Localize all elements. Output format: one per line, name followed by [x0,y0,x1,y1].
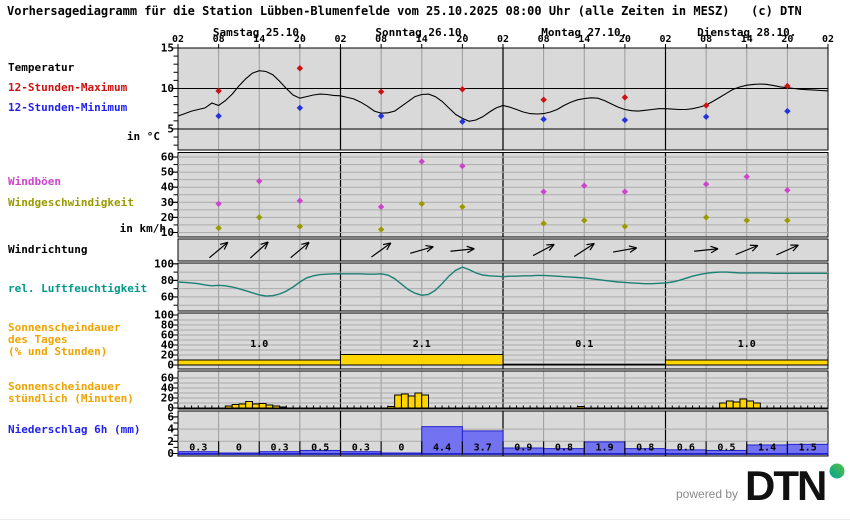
svg-text:Samstag 25.10.: Samstag 25.10. [213,26,306,39]
svg-text:20: 20 [294,34,306,45]
svg-text:20: 20 [619,34,631,45]
svg-text:1.0: 1.0 [738,339,756,350]
svg-text:100: 100 [154,257,174,270]
svg-text:60: 60 [161,151,174,164]
svg-text:60: 60 [161,329,174,342]
svg-text:0: 0 [167,447,174,460]
panel-temperature: 15 10 5 [161,42,829,146]
svg-text:0.1: 0.1 [575,339,593,350]
svg-text:08: 08 [700,34,712,45]
svg-text:100: 100 [154,309,174,322]
svg-text:2: 2 [167,435,174,448]
svg-text:80: 80 [161,319,174,332]
label-wind-gusts: Windböen [8,175,61,188]
svg-text:1.9: 1.9 [596,443,614,454]
svg-text:14: 14 [578,34,590,45]
svg-text:20: 20 [781,34,793,45]
label-12h-minimum: 12-Stunden-Minimum [8,101,128,114]
svg-text:0: 0 [167,359,174,372]
label-sunshine-daily-1: Sonnenscheindauer [8,321,121,334]
svg-text:4.4: 4.4 [433,443,451,454]
svg-text:20: 20 [161,392,174,405]
page-title: Vorhersagediagramm für die Station Lübbe… [7,4,802,18]
svg-text:08: 08 [213,34,225,45]
svg-text:30: 30 [161,196,174,209]
svg-text:40: 40 [161,382,174,395]
svg-text:02: 02 [334,34,346,45]
svg-text:0.3: 0.3 [189,443,207,454]
svg-text:40: 40 [161,339,174,352]
svg-text:14: 14 [416,34,428,45]
svg-text:10: 10 [161,82,174,95]
svg-text:60: 60 [161,372,174,385]
svg-text:0.5: 0.5 [311,443,329,454]
svg-text:1.5: 1.5 [799,443,817,454]
label-temperature: Temperatur [8,61,75,74]
svg-text:0: 0 [236,443,242,454]
svg-text:20: 20 [161,211,174,224]
svg-text:02: 02 [659,34,671,45]
label-12h-maximum: 12-Stunden-Maximum [8,81,128,94]
svg-text:3.7: 3.7 [474,443,492,454]
svg-text:14: 14 [741,34,753,45]
svg-text:6: 6 [167,410,174,423]
svg-text:40: 40 [161,181,174,194]
svg-text:0: 0 [398,443,404,454]
label-precipitation: Niederschlag 6h (mm) [8,423,141,436]
svg-text:08: 08 [375,34,387,45]
svg-text:Montag 27.10.: Montag 27.10. [541,26,627,39]
svg-text:14: 14 [253,34,265,45]
label-sunshine-hourly-1: Sonnenscheindauer [8,380,121,393]
dtn-logo-circle-icon [829,463,845,479]
panel-wind: 60 50 40 30 20 10 [161,151,828,239]
svg-text:20: 20 [161,349,174,362]
svg-text:0.3: 0.3 [271,443,289,454]
panel-humidity: 100 80 60 [154,257,828,306]
svg-text:02: 02 [497,34,509,45]
svg-text:1.0: 1.0 [250,339,268,350]
svg-text:5: 5 [167,122,174,135]
dtn-logo: DTN [745,462,845,508]
svg-text:50: 50 [161,166,174,179]
label-humidity: rel. Luftfeuchtigkeit [8,282,148,295]
svg-text:02: 02 [822,34,834,45]
svg-text:0.8: 0.8 [636,443,654,454]
label-sunshine-hourly-2: stündlich (Minuten) [8,392,134,405]
label-wind-speed: Windgeschwindigkeit [8,196,134,209]
label-sunshine-daily-2: des Tages [8,333,68,346]
label-wind-direction: Windrichtung [8,243,88,256]
svg-text:15: 15 [161,42,174,55]
bottom-divider [0,519,850,520]
svg-text:Dienstag 28.10.: Dienstag 28.10. [697,26,796,39]
svg-text:02: 02 [172,34,184,45]
label-temp-unit: in °C [126,130,160,143]
label-wind-unit: in km/h [119,222,166,235]
svg-text:0.9: 0.9 [514,443,532,454]
svg-text:0.6: 0.6 [677,443,695,454]
svg-text:0.8: 0.8 [555,443,573,454]
svg-text:08: 08 [538,34,550,45]
svg-text:4: 4 [167,423,174,436]
svg-text:20: 20 [456,34,468,45]
panel-backgrounds [177,47,829,457]
svg-text:0: 0 [167,402,174,415]
svg-text:0.5: 0.5 [717,443,735,454]
powered-by-text: powered by [676,487,739,501]
dtn-logo-text: DTN [745,462,825,508]
svg-text:10: 10 [161,226,174,239]
svg-text:60: 60 [161,290,174,303]
svg-text:1.4: 1.4 [758,443,776,454]
svg-text:0.3: 0.3 [352,443,370,454]
svg-text:2.1: 2.1 [413,339,431,350]
svg-text:80: 80 [161,274,174,287]
label-sunshine-daily-3: (% und Stunden) [8,345,108,358]
time-axis: Samstag 25.10. Sonntag 26.10. Montag 27.10… [172,26,834,48]
panel-wind-direction [209,241,799,259]
svg-text:Sonntag 26.10.: Sonntag 26.10. [375,26,468,39]
